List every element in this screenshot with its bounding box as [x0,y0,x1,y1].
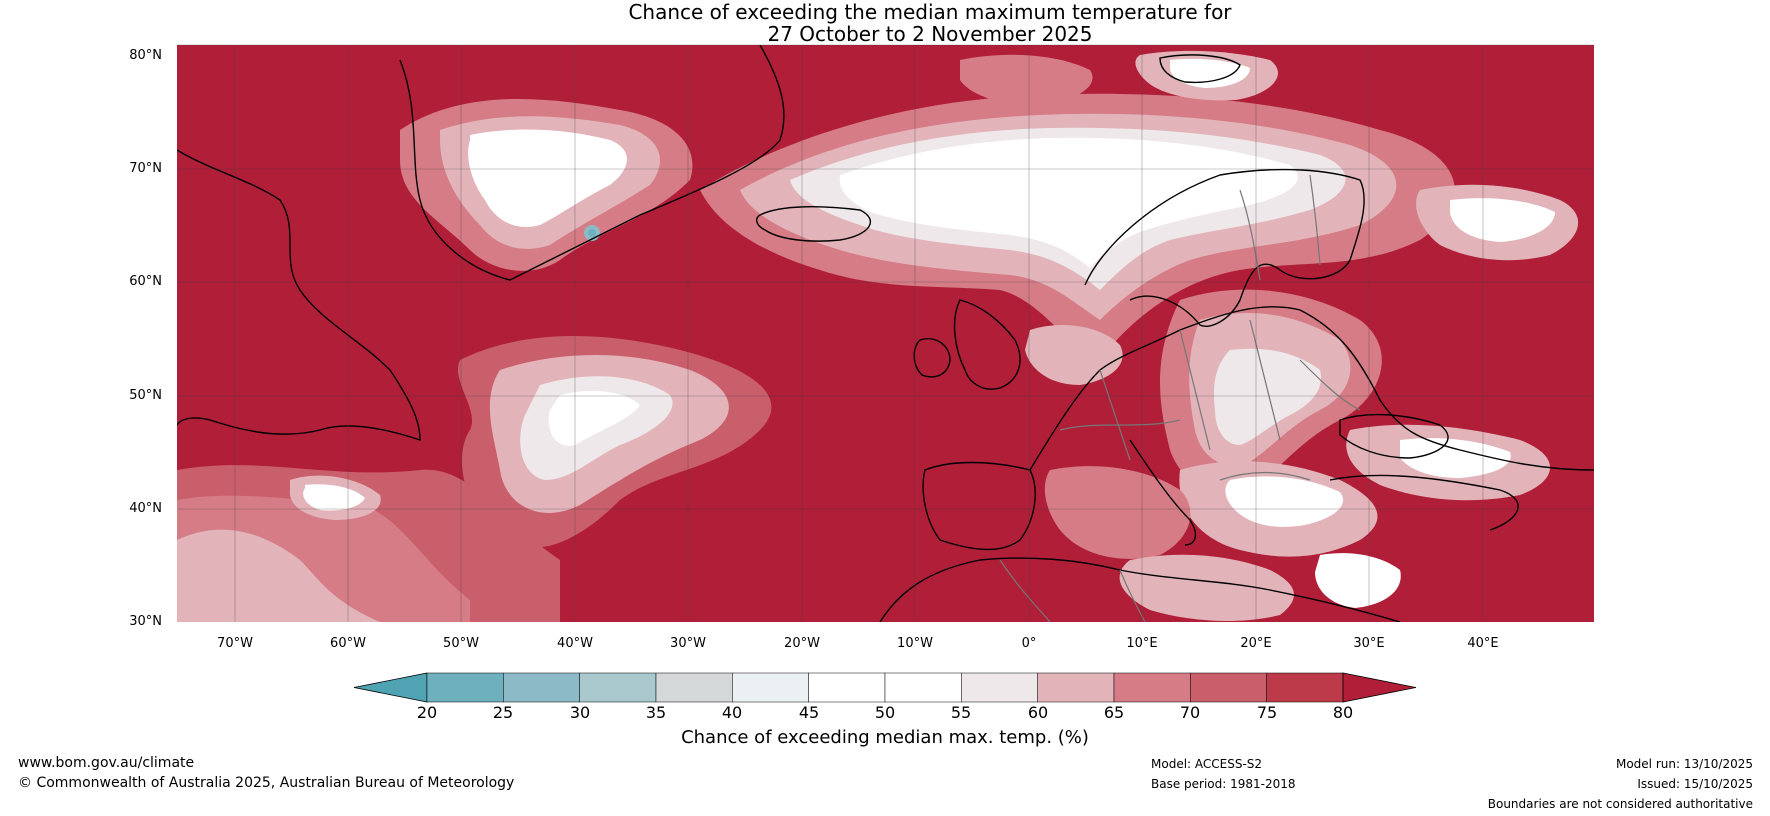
colorbar-segment [808,672,886,703]
lat-label-30n: 30°N [129,614,162,629]
colorbar [353,672,1417,703]
lon-label-20e: 20°E [1240,636,1272,651]
colorbar-tick: 40 [721,703,743,722]
base-period-text: Base period: 1981-2018 [1151,777,1296,791]
lat-label-70n: 70°N [129,161,162,176]
chart-subtitle: 27 October to 2 November 2025 [767,22,1093,46]
chart-title: Chance of exceeding the median maximum t… [628,0,1232,24]
model-text: Model: ACCESS-S2 [1151,757,1263,771]
colorbar-segment [1113,672,1191,703]
lon-label-10e: 10°E [1126,636,1158,651]
lon-label-40w: 40°W [557,636,593,651]
graticule [177,44,1594,622]
lon-label-30w: 30°W [670,636,706,651]
probability-field [177,45,1594,622]
colorbar-tick: 70 [1179,703,1201,722]
colorbar-tick: 35 [645,703,667,722]
colorbar-tick: 75 [1256,703,1278,722]
lon-label-10w: 10°W [897,636,933,651]
colorbar-segment [1190,672,1267,703]
lon-label-20w: 20°W [784,636,820,651]
lon-label-30e: 30°E [1353,636,1385,651]
colorbar-segment [655,672,733,703]
colorbar-segment [579,672,657,703]
lat-label-60n: 60°N [129,274,162,289]
lon-label-0: 0° [1021,636,1037,651]
colorbar-segment [1266,672,1344,703]
copyright-text: © Commonwealth of Australia 2025, Austra… [18,775,515,791]
lon-label-60w: 60°W [330,636,366,651]
colorbar-tick: 20 [416,703,438,722]
model-run-text: Model run: 13/10/2025 [1615,757,1753,771]
colorbar-tick: 55 [950,703,972,722]
lon-label-70w: 70°W [217,636,253,651]
colorbar-segment [732,672,809,703]
colorbar-tick: 30 [569,703,591,722]
colorbar-segment [1037,672,1115,703]
lon-label-50w: 50°W [443,636,479,651]
colorbar-title: Chance of exceeding median max. temp. (%… [681,727,1089,748]
lat-label-80n: 80°N [129,48,162,63]
colorbar-tick: 45 [798,703,820,722]
colorbar-segment [503,672,580,703]
issued-text: Issued: 15/10/2025 [1637,777,1753,791]
colorbar-tick: 65 [1103,703,1125,722]
lat-label-40n: 40°N [129,501,162,516]
colorbar-tick: 80 [1332,703,1354,722]
colorbar-extend-high [1342,672,1417,703]
colorbar-tick: 50 [874,703,896,722]
country-borders [999,174,1361,622]
lat-label-50n: 50°N [129,388,162,403]
colorbar-segment [961,672,1038,703]
colorbar-extend-low [353,672,428,703]
colorbar-tick: 25 [492,703,514,722]
disclaimer-text: Boundaries are not considered authoritat… [1487,797,1753,811]
colorbar-segment [884,672,962,703]
lon-label-40e: 40°E [1467,636,1499,651]
website-link[interactable]: www.bom.gov.au/climate [18,755,195,771]
colorbar-segment [426,672,504,703]
colorbar-tick: 60 [1027,703,1049,722]
